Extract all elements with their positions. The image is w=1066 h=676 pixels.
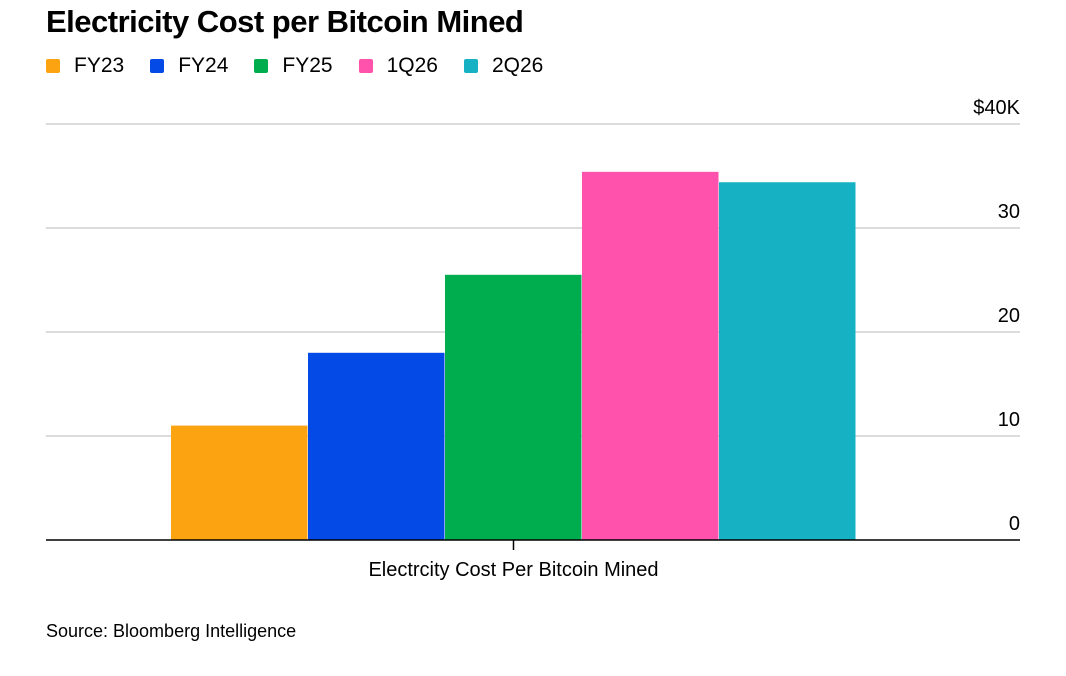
legend-swatch bbox=[358, 59, 373, 73]
legend-label: FY23 bbox=[74, 54, 125, 77]
bar-fy24 bbox=[308, 352, 445, 540]
chart-title: Electricity Cost per Bitcoin Mined bbox=[46, 4, 524, 39]
bar-fy23 bbox=[171, 425, 308, 540]
legend-item-2q26: 2Q26 bbox=[463, 54, 544, 78]
bar-2q26 bbox=[719, 182, 856, 541]
legend: FY23 FY24 FY25 1Q26 2Q26 bbox=[46, 54, 569, 78]
y-tick-label: 20 bbox=[998, 305, 1020, 327]
legend-item-fy25: FY25 bbox=[254, 54, 333, 78]
legend-swatch bbox=[463, 59, 478, 73]
legend-label: 1Q26 bbox=[386, 54, 438, 77]
legend-label: FY24 bbox=[178, 54, 229, 77]
x-tick-label: Electrcity Cost Per Bitcoin Mined bbox=[368, 559, 658, 581]
source-note: Source: Bloomberg Intelligence bbox=[46, 621, 297, 641]
legend-swatch bbox=[254, 59, 269, 73]
legend-label: FY25 bbox=[282, 54, 333, 77]
legend-item-fy23: FY23 bbox=[46, 54, 124, 78]
legend-label: 2Q26 bbox=[491, 54, 544, 77]
y-tick-label: 10 bbox=[998, 409, 1020, 431]
legend-swatch bbox=[150, 59, 165, 73]
y-tick-label: $40K bbox=[973, 97, 1020, 119]
y-tick-label: 0 bbox=[1009, 513, 1020, 535]
bar-1q26 bbox=[582, 171, 719, 540]
bar-fy25 bbox=[445, 274, 582, 540]
legend-item-1q26: 1Q26 bbox=[358, 54, 438, 78]
legend-swatch bbox=[46, 59, 60, 73]
legend-item-fy24: FY24 bbox=[150, 54, 228, 78]
y-tick-label: 30 bbox=[998, 201, 1020, 223]
